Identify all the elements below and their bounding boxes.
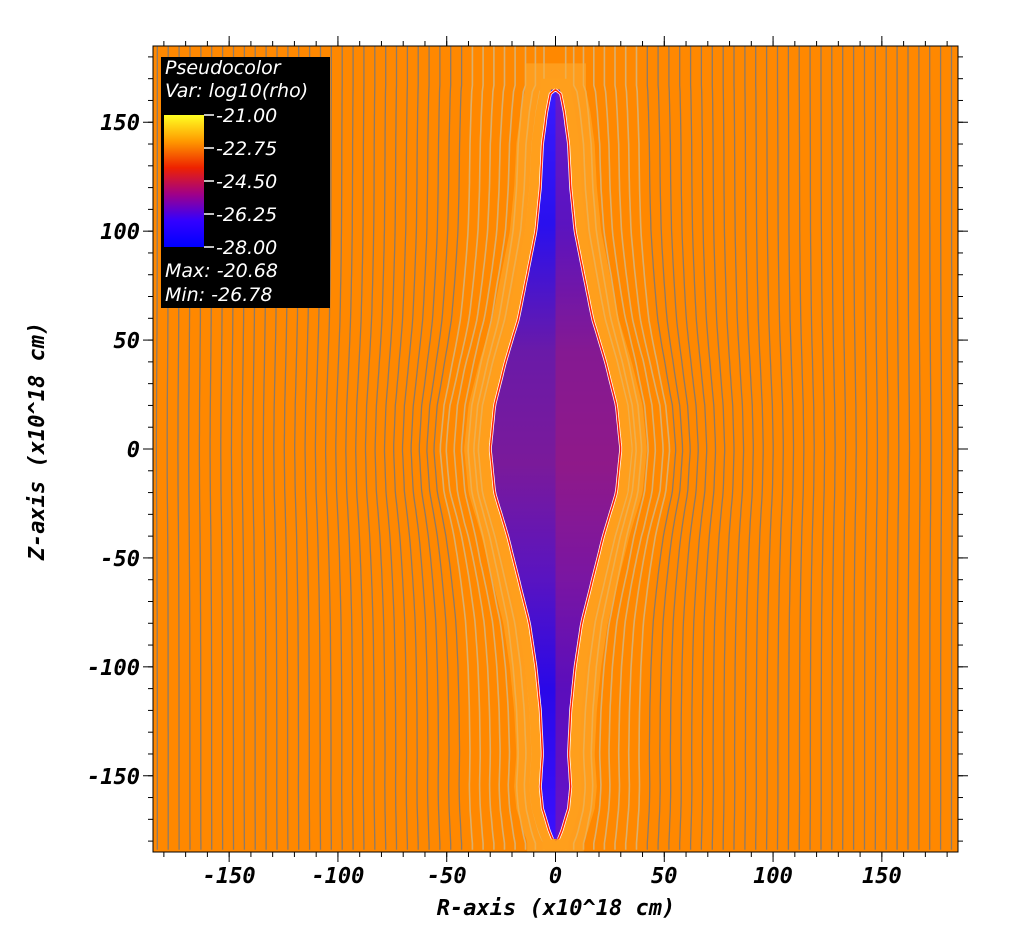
field-line bbox=[907, 46, 911, 850]
colorbar-tick-label: -22.75 bbox=[216, 138, 277, 160]
colorbar-tick-label: -28.00 bbox=[216, 237, 277, 259]
field-line bbox=[345, 46, 354, 850]
y-tick-label: 100 bbox=[100, 220, 140, 245]
field-line bbox=[939, 46, 943, 850]
field-line bbox=[679, 46, 699, 850]
field-line bbox=[155, 46, 158, 850]
field-line bbox=[383, 46, 398, 850]
field-line bbox=[711, 46, 726, 850]
field-line bbox=[668, 46, 691, 850]
field-line bbox=[809, 46, 815, 850]
x-tick-label: 100 bbox=[753, 864, 793, 889]
field-line bbox=[335, 46, 343, 850]
x-tick-label: -100 bbox=[311, 864, 364, 889]
legend: Pseudocolor Var: log10(rho) -21.00 -22.75… bbox=[161, 57, 330, 308]
field-line bbox=[798, 46, 805, 850]
cavity-right-half bbox=[555, 89, 621, 842]
field-line bbox=[614, 46, 657, 850]
field-line bbox=[635, 46, 671, 850]
field-line bbox=[896, 46, 900, 850]
y-tick-label: -50 bbox=[100, 547, 140, 572]
colorbar-ticks: -21.00 -22.75 -24.50 -26.25 -28.00 bbox=[204, 105, 277, 259]
x-axis-title: R-axis (x10^18 cm) bbox=[437, 896, 675, 921]
field-line bbox=[426, 46, 452, 850]
x-tick-label: 50 bbox=[651, 864, 678, 889]
x-axis-ticks: -150 -100 -50 0 50 100 150 bbox=[203, 36, 902, 889]
field-line bbox=[765, 46, 774, 850]
field-line bbox=[820, 46, 826, 850]
colorbar-tick-label: -26.25 bbox=[216, 204, 277, 226]
x-tick-label: -150 bbox=[203, 864, 256, 889]
field-line bbox=[733, 46, 745, 850]
y-tick-label: 150 bbox=[100, 111, 140, 136]
field-line bbox=[603, 46, 649, 850]
field-line bbox=[950, 46, 954, 850]
field-line bbox=[722, 46, 735, 850]
field-line bbox=[324, 46, 332, 850]
cavity-dense-rim bbox=[489, 89, 622, 840]
field-line bbox=[433, 46, 463, 850]
field-line bbox=[418, 46, 441, 850]
field-line bbox=[393, 46, 409, 850]
field-line bbox=[439, 46, 474, 850]
y-axis-title: Z-axis (x10^18 cm) bbox=[25, 322, 50, 561]
legend-variable: Var: log10(rho) bbox=[165, 80, 308, 102]
colorbar bbox=[164, 115, 204, 247]
colorbar-tick-label: -24.50 bbox=[216, 171, 277, 193]
y-tick-label: 50 bbox=[114, 329, 141, 354]
field-line bbox=[700, 46, 717, 850]
field-line bbox=[787, 46, 795, 850]
y-tick-label: -150 bbox=[87, 765, 140, 790]
field-line bbox=[657, 46, 684, 850]
x-tick-label: 150 bbox=[862, 864, 902, 889]
field-line bbox=[744, 46, 754, 850]
legend-min: Min: -26.78 bbox=[165, 284, 272, 306]
field-line bbox=[885, 46, 889, 850]
field-line bbox=[364, 46, 376, 850]
field-line bbox=[689, 46, 708, 850]
field-line bbox=[863, 46, 868, 850]
field-line bbox=[355, 46, 365, 850]
x-tick-label: 0 bbox=[549, 864, 562, 889]
field-line bbox=[776, 46, 784, 850]
field-line bbox=[852, 46, 857, 850]
low-density-cavity bbox=[490, 89, 621, 839]
y-tick-label: 0 bbox=[127, 438, 140, 463]
field-line bbox=[401, 46, 419, 850]
field-line bbox=[874, 46, 879, 850]
field-line bbox=[410, 46, 430, 850]
field-line bbox=[755, 46, 764, 850]
field-line bbox=[624, 46, 664, 850]
y-axis-ticks: 150 100 50 0 -50 -100 -150 bbox=[87, 111, 968, 790]
field-line bbox=[929, 46, 932, 850]
field-line bbox=[374, 46, 387, 850]
field-line bbox=[445, 46, 484, 850]
legend-title: Pseudocolor bbox=[165, 57, 282, 79]
colorbar-tick-label: -21.00 bbox=[216, 105, 277, 127]
field-line bbox=[918, 46, 921, 850]
field-line bbox=[646, 46, 677, 850]
field-line bbox=[842, 46, 847, 850]
legend-max: Max: -20.68 bbox=[165, 260, 278, 282]
x-tick-label: -50 bbox=[427, 864, 467, 889]
field-line bbox=[453, 46, 495, 850]
y-tick-label: -100 bbox=[87, 656, 140, 681]
field-line bbox=[831, 46, 836, 850]
field-line bbox=[460, 46, 506, 850]
